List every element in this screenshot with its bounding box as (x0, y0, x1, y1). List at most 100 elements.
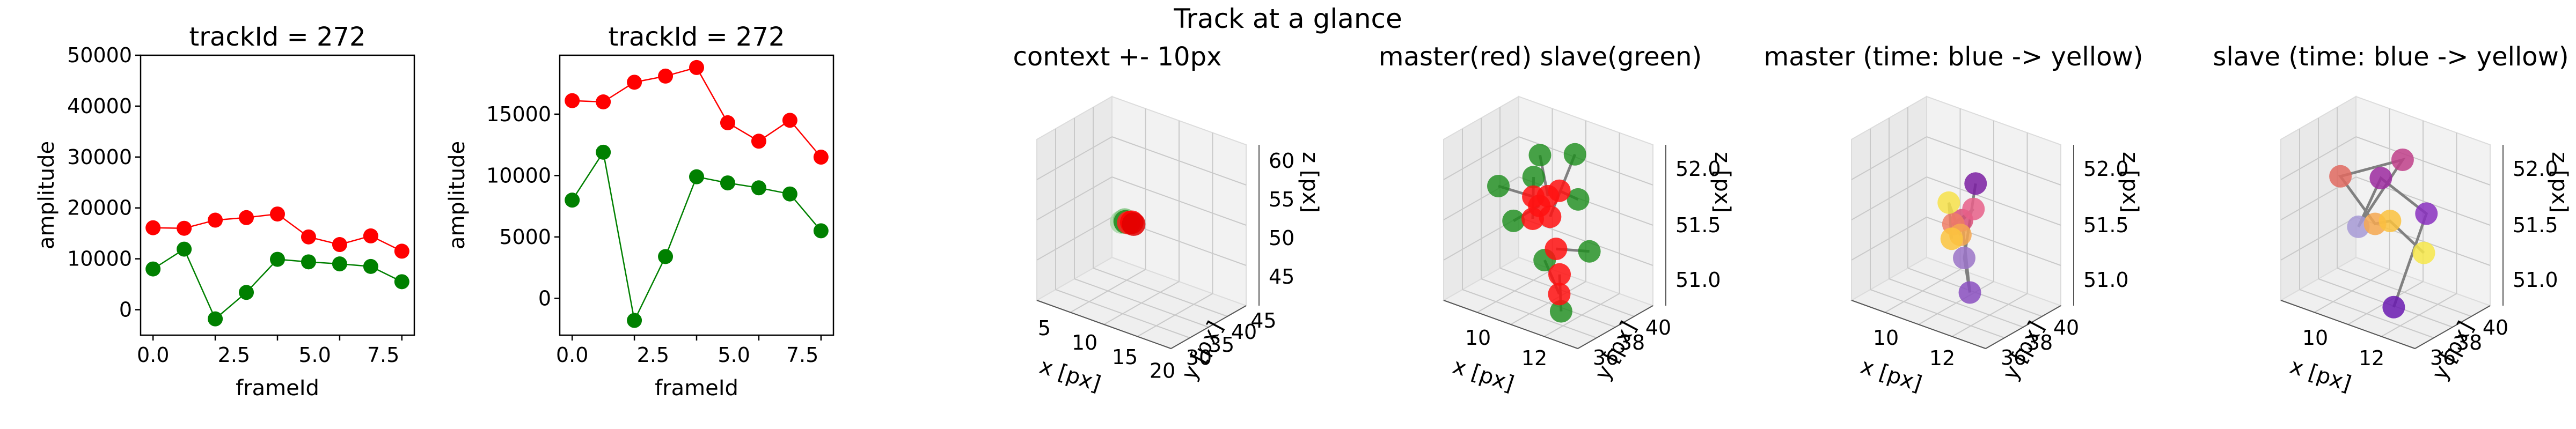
slave-point (1549, 300, 1572, 323)
y-tick-label: 40 (1231, 320, 1257, 344)
x-tick-label: 10 (1465, 326, 1491, 350)
grid-line (1036, 136, 1113, 180)
track-point (2347, 215, 2370, 238)
z-tick-label: 60 (1269, 149, 1294, 173)
y-tick-label: 50000 (67, 43, 132, 67)
y-tick-label: 30 (1186, 346, 1212, 369)
x-axis-edge (1036, 300, 1172, 349)
y-tick-label: 36 (1593, 346, 1619, 369)
z-tick-label: 45 (1269, 265, 1294, 289)
data-point (301, 254, 316, 270)
track-point (1964, 172, 1987, 195)
track-point (1937, 191, 1960, 214)
y-tick-label: 30000 (67, 145, 132, 169)
y-axis-edge (1577, 305, 1653, 349)
data-point (596, 94, 611, 109)
x-axis-label: frameId (655, 376, 738, 401)
y-tick-label: 40 (2483, 316, 2508, 339)
z-tick-label: 51.0 (2513, 268, 2558, 292)
data-point (751, 134, 766, 149)
y-tick-label: 35 (1209, 333, 1234, 357)
data-point (270, 206, 285, 222)
data-point (208, 212, 223, 228)
z-axis-label: z [px] (1298, 152, 1322, 213)
grid-line (2337, 268, 2472, 317)
track-point (2369, 167, 2392, 190)
data-point (145, 261, 161, 277)
grid-line (1036, 176, 1113, 220)
data-point (627, 313, 642, 328)
y-tick-label: 38 (2027, 331, 2053, 354)
track-point (1953, 247, 1975, 270)
slave-point (1502, 209, 1525, 232)
data-point (332, 256, 347, 272)
track-point (1122, 212, 1146, 236)
data-point (813, 150, 829, 165)
data-point (720, 115, 735, 130)
z-axis-label: z [px] (2547, 152, 2572, 213)
z-tick-label: 50 (1269, 226, 1294, 250)
master-point (1521, 208, 1544, 231)
grid-line (1926, 136, 2061, 186)
x-tick-label: 5.0 (298, 343, 331, 367)
grid-line (1544, 293, 1620, 337)
chart-title: context +- 10px (1013, 42, 1222, 72)
y-tick-label: 5000 (499, 225, 551, 249)
x-tick-label: 5.0 (718, 343, 750, 367)
track-point (2379, 210, 2402, 233)
x-tick-label: 5 (1038, 316, 1051, 340)
line-chart-1: trackId = 272 frameId amplitude 0.0 2.5 5.0 7.… (34, 22, 415, 401)
slave-point (1567, 188, 1590, 211)
figure-suptitle: Track at a glance (1173, 3, 1402, 34)
slave-point (1578, 240, 1601, 263)
y-tick-label: 40 (1645, 316, 1671, 339)
y-tick-label: 10000 (67, 247, 132, 271)
x-tick-label: 2.5 (637, 343, 669, 367)
y-axis-label: amplitude (34, 141, 59, 249)
data-point (332, 237, 347, 253)
x-tick-label: 7.5 (367, 343, 399, 367)
z-tick-label: 52.0 (2513, 157, 2558, 181)
series-red-line (572, 66, 822, 158)
master-point (1539, 205, 1562, 228)
data-point (301, 229, 316, 245)
data-point (751, 180, 766, 196)
data-point (239, 285, 254, 300)
grid-line (1093, 268, 1228, 317)
slave-point (1563, 143, 1586, 166)
chart-title: master (time: blue -> yellow) (1764, 42, 2143, 72)
master-point (1545, 238, 1568, 261)
chart-title: master(red) slave(green) (1379, 42, 1702, 72)
x-axis-edge (1851, 300, 1986, 349)
track-point (2391, 148, 2414, 171)
data-point (658, 249, 674, 264)
z-tick-label: 51.5 (2513, 213, 2558, 237)
y-tick-label: 40000 (67, 94, 132, 118)
data-point (596, 144, 611, 160)
master-point (1548, 179, 1571, 202)
x-tick-label: 7.5 (786, 343, 818, 367)
y-tick-label: 15000 (486, 102, 551, 126)
x-tick-label: 0.0 (556, 343, 588, 367)
grid-line (1111, 136, 1247, 186)
z-tick-label: 52.0 (2083, 157, 2129, 181)
data-point (658, 68, 674, 84)
data-point (177, 241, 192, 257)
x-axis-label: x [px] (1857, 354, 1924, 397)
data-point (689, 169, 704, 184)
x-tick-label: 15 (1112, 345, 1138, 369)
data-point (208, 311, 223, 327)
data-point (394, 274, 409, 290)
x-tick-label: 10 (2302, 326, 2328, 350)
x-axis-edge (2280, 300, 2416, 349)
grid-line (1481, 278, 1616, 328)
data-point (145, 220, 161, 235)
y-tick-label: 40 (2053, 316, 2079, 339)
grid-line (2381, 293, 2457, 337)
y-axis-edge (2414, 305, 2491, 349)
track-point (1958, 281, 1981, 304)
track-point (1940, 227, 1963, 250)
y-tick-label: 20000 (67, 196, 132, 220)
